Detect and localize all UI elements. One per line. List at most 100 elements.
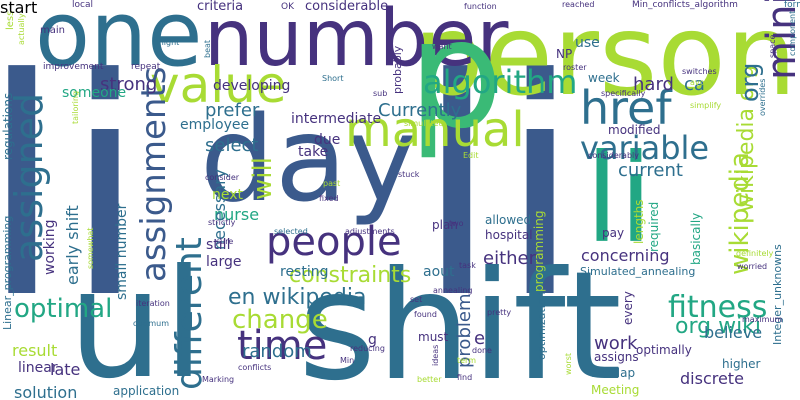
word: considerably	[588, 151, 639, 160]
word: resting	[280, 264, 329, 280]
word: past	[323, 179, 341, 188]
word: time	[237, 323, 328, 369]
word: specifically	[601, 89, 646, 98]
word: fixed	[319, 194, 339, 203]
word: plan	[432, 218, 458, 232]
word: function	[464, 2, 497, 11]
word: every	[621, 291, 635, 325]
word: shift	[298, 240, 622, 400]
word: take	[298, 144, 329, 160]
word: simulated	[404, 119, 444, 128]
word: optimally	[636, 343, 692, 357]
word: select	[205, 135, 259, 156]
word: variable	[580, 129, 710, 167]
word: selected	[274, 227, 308, 236]
word: hard	[633, 74, 674, 95]
word: actually	[17, 13, 26, 45]
word: org wiki	[675, 314, 762, 339]
word: assignments	[134, 66, 174, 282]
word: pay	[602, 226, 625, 240]
word: fitness	[668, 290, 768, 325]
word: iteration	[136, 299, 170, 308]
word: find	[457, 373, 473, 382]
word: reached	[562, 0, 595, 9]
word: constraints	[289, 263, 412, 288]
word: g	[368, 332, 377, 348]
word: space	[768, 34, 777, 58]
word: believe	[704, 323, 763, 342]
word: avoid	[690, 78, 712, 87]
word: sure	[216, 237, 234, 246]
word: working	[42, 219, 58, 275]
word: small number	[114, 203, 130, 300]
word: annealing	[433, 286, 473, 295]
word: strictly	[208, 218, 236, 227]
word: worried	[737, 262, 768, 271]
word: main	[40, 25, 65, 36]
word: Currently	[378, 100, 462, 121]
word: optimum	[133, 319, 169, 328]
word: want	[432, 42, 452, 51]
word: discrete	[680, 369, 744, 388]
word: linear	[18, 360, 58, 376]
word: probably	[391, 45, 404, 94]
word: done	[472, 346, 492, 355]
word: algorithm	[423, 63, 578, 101]
word: assigns	[594, 350, 639, 364]
word: set	[410, 295, 423, 304]
word: Min	[340, 356, 355, 365]
word: maximum	[742, 315, 783, 324]
word: li	[585, 128, 653, 270]
word: better	[417, 375, 442, 384]
word: solution	[14, 383, 78, 400]
word: manual	[345, 102, 525, 158]
word: repeat	[131, 62, 161, 72]
word: local	[72, 0, 93, 10]
word: adjustments	[345, 227, 395, 236]
word: either	[483, 248, 537, 269]
word: term	[457, 356, 476, 365]
word: p	[408, 0, 504, 162]
word: intermediate	[291, 111, 382, 127]
word: strong	[100, 74, 158, 95]
word: day	[200, 90, 418, 228]
word: OK	[281, 2, 294, 12]
word: ul	[68, 238, 205, 400]
word: Integer_unknowns	[771, 244, 784, 345]
word: work	[594, 333, 638, 354]
word: Simulated_annealing	[580, 265, 696, 278]
word: result	[12, 341, 58, 360]
word: en wikipedia	[228, 285, 367, 310]
word: regulations	[1, 92, 15, 160]
word: higher	[722, 357, 761, 371]
word: random	[242, 341, 312, 362]
word: Edit	[463, 151, 479, 160]
word: allowed	[485, 213, 532, 227]
word: someone	[62, 85, 127, 101]
word: basically	[689, 212, 703, 265]
word: modified	[608, 123, 661, 137]
word: number	[204, 0, 509, 84]
word: reducing	[350, 344, 385, 353]
word: value	[150, 56, 287, 114]
word: early shift	[63, 205, 82, 285]
word: pretty	[487, 308, 512, 317]
word: developing	[213, 78, 291, 94]
word: li	[415, 15, 582, 364]
word: people	[266, 219, 402, 265]
word: application	[113, 384, 180, 398]
word: consider	[205, 173, 240, 182]
word: found	[414, 310, 437, 319]
word: worst	[564, 352, 573, 375]
word: Meeting	[591, 383, 640, 397]
word: change	[232, 305, 328, 335]
word: Marking	[202, 375, 235, 384]
word: e	[474, 328, 486, 349]
word: task	[459, 261, 476, 270]
word: considerable	[305, 0, 389, 14]
word: roster	[563, 63, 587, 72]
word: stuck	[398, 170, 420, 179]
word: improvement	[43, 62, 104, 72]
word: beat	[203, 39, 212, 58]
